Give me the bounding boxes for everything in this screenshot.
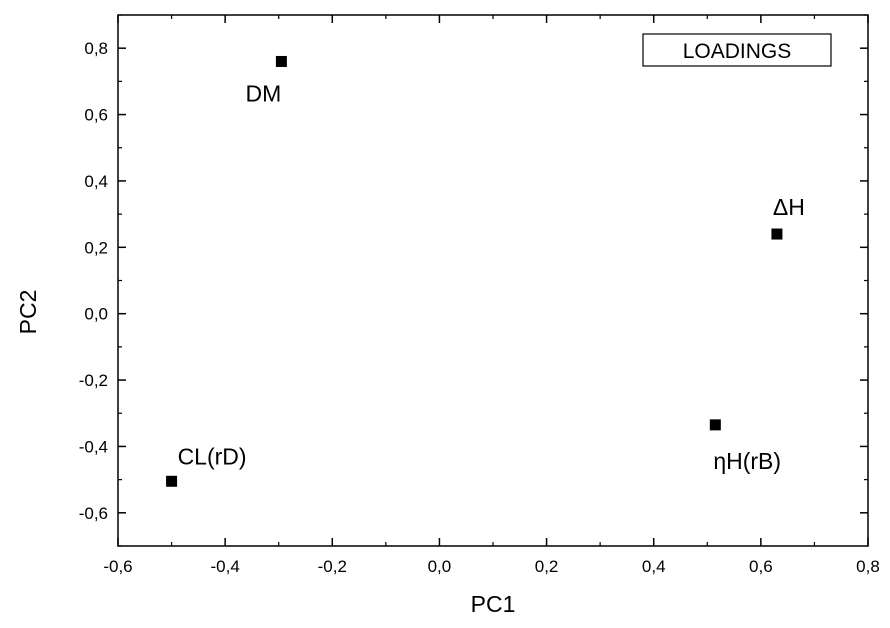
legend-text: LOADINGS — [683, 40, 792, 63]
x-tick-label: 0,6 — [749, 557, 773, 576]
y-axis-ticks: -0,6 -0,4 -0,2 0,0 0,2 0,4 0,6 0,8 — [79, 14, 868, 547]
x-tick-label: 0,0 — [428, 557, 452, 576]
data-point-marker — [275, 55, 287, 67]
y-axis-title: PC2 — [15, 290, 41, 335]
y-tick-label: 0,6 — [84, 106, 108, 125]
y-tick-label: 0,0 — [84, 305, 108, 324]
data-point-label: DM — [246, 80, 282, 106]
y-tick-label: 0,4 — [84, 172, 108, 191]
y-tick-label: -0,2 — [79, 371, 108, 390]
data-point-marker — [166, 475, 178, 487]
data-point-marker — [709, 419, 721, 431]
y-tick-label: -0,6 — [79, 504, 108, 523]
x-tick-label: -0,6 — [103, 557, 132, 576]
y-tick-label: 0,2 — [84, 238, 108, 257]
x-tick-label: 0,4 — [642, 557, 666, 576]
data-points: DM ΔH CL(rD) ηH(rB) — [166, 55, 805, 487]
data-point-marker — [771, 228, 783, 240]
y-tick-label: -0,4 — [79, 437, 108, 456]
data-point-label: CL(rD) — [178, 443, 247, 469]
y-tick-label: 0,8 — [84, 39, 108, 58]
x-tick-label: 0,8 — [856, 557, 880, 576]
legend-box: LOADINGS — [642, 33, 832, 67]
x-tick-label: 0,2 — [535, 557, 559, 576]
x-axis-ticks: -0,6 -0,4 -0,2 0,0 0,2 0,4 0,6 0,8 — [103, 15, 880, 576]
x-tick-label: -0,2 — [318, 557, 347, 576]
x-axis-title: PC1 — [471, 591, 516, 617]
x-tick-label: -0,4 — [210, 557, 239, 576]
data-point-label: ΔH — [773, 194, 805, 220]
data-point-label: ηH(rB) — [713, 448, 781, 474]
